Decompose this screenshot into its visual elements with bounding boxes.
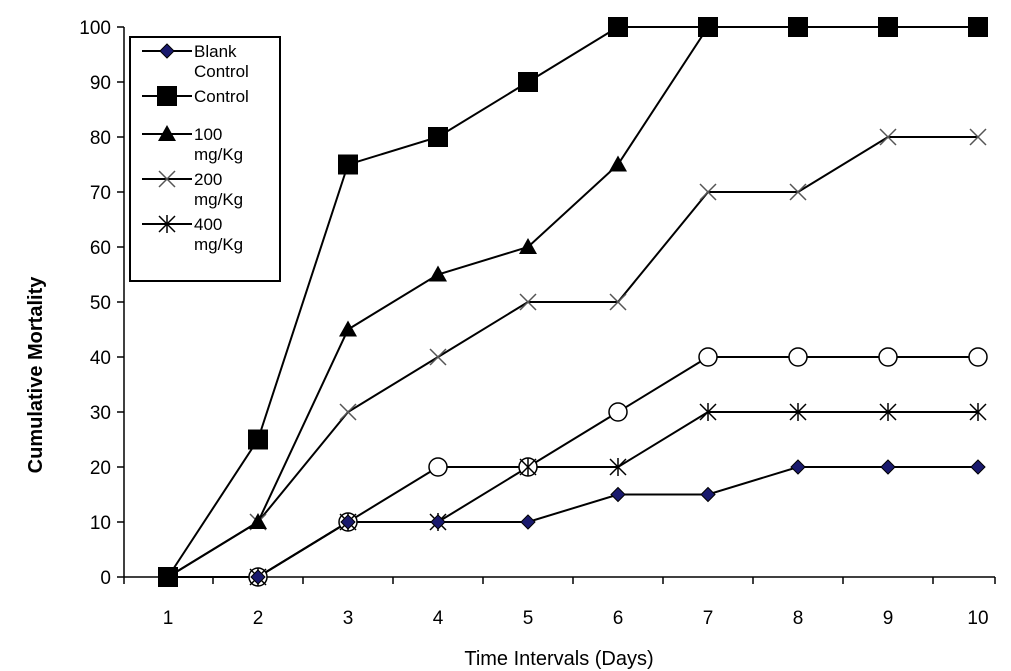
- data-point-triangle: [519, 238, 537, 254]
- data-point-square: [158, 567, 178, 587]
- data-point-x: [429, 348, 447, 366]
- data-point-circle: [788, 347, 808, 367]
- series-line-square: [167, 26, 978, 578]
- data-point-star: [519, 458, 537, 476]
- legend-marker-diamond: [159, 43, 175, 59]
- data-point-x: [519, 293, 537, 311]
- data-point-x: [339, 403, 357, 421]
- data-point-star: [699, 403, 717, 421]
- data-point-square: [608, 17, 628, 37]
- data-point-star: [609, 458, 627, 476]
- data-point-square: [878, 17, 898, 37]
- data-point-diamond: [610, 486, 626, 503]
- data-point-square: [428, 127, 448, 147]
- x-tick-label: 10: [967, 608, 988, 629]
- data-point-circle: [608, 402, 628, 422]
- x-tick-label: 5: [523, 608, 534, 629]
- series-line-x: [167, 136, 978, 578]
- series-line-diamond: [168, 466, 978, 578]
- data-point-x: [699, 183, 717, 201]
- data-point-square: [248, 429, 268, 450]
- legend-label: 100: [194, 125, 222, 144]
- data-point-diamond: [880, 459, 896, 475]
- x-axis-title: Time Intervals (Days): [464, 648, 653, 670]
- y-tick-label: 80: [90, 128, 111, 149]
- legend-label: Control: [194, 87, 249, 106]
- legend-marker-triangle: [158, 125, 176, 141]
- y-tick-label: 20: [90, 458, 111, 479]
- data-point-x: [879, 128, 897, 146]
- data-point-circle: [428, 457, 448, 477]
- data-point-x: [609, 293, 627, 311]
- y-tick-label: 90: [90, 73, 111, 94]
- legend-marker-star: [158, 215, 176, 233]
- data-point-x: [789, 183, 807, 201]
- x-tick-label: 3: [343, 608, 354, 629]
- data-point-square: [698, 17, 718, 37]
- legend-marker-x: [158, 170, 176, 188]
- data-point-triangle: [249, 513, 267, 529]
- legend: BlankControlControl100mg/Kg200mg/Kg400mg…: [129, 36, 281, 282]
- data-point-square: [968, 17, 988, 37]
- legend-label: mg/Kg: [194, 145, 243, 164]
- y-tick-label: 10: [90, 513, 111, 534]
- data-point-diamond: [790, 459, 806, 475]
- y-tick-label: 100: [79, 18, 111, 39]
- data-point-diamond: [700, 486, 716, 503]
- y-tick-label: 0: [100, 568, 111, 589]
- y-tick-label: 50: [90, 293, 111, 314]
- y-tick-label: 60: [90, 238, 111, 259]
- data-point-diamond: [250, 569, 266, 585]
- data-point-star: [969, 403, 987, 421]
- data-point-square: [338, 154, 358, 175]
- data-point-diamond: [520, 514, 536, 530]
- x-tick-label: 9: [883, 608, 894, 629]
- data-point-triangle: [429, 265, 447, 282]
- x-tick-label: 4: [433, 608, 444, 629]
- data-point-triangle: [339, 320, 357, 337]
- legend-marker-square: [157, 86, 177, 106]
- data-point-circle: [878, 347, 898, 367]
- series-layer: [158, 17, 988, 587]
- series-line-star: [168, 411, 978, 578]
- data-point-star: [789, 403, 807, 421]
- y-tick-label: 40: [90, 348, 111, 369]
- data-point-square: [518, 72, 538, 92]
- data-point-circle: [968, 347, 988, 367]
- legend-box: [129, 36, 281, 282]
- legend-label: mg/Kg: [194, 235, 243, 254]
- legend-label: 400: [194, 215, 222, 234]
- y-axis-title: Cumulative Mortality: [25, 276, 47, 474]
- y-tick-label: 70: [90, 183, 111, 204]
- axes-layer: 0 10 20 30 40 50 60 70 80 90 100 1 2 3 4 5 6 7 8 9 10: [79, 18, 996, 629]
- legend-label: Blank: [194, 42, 237, 61]
- data-point-circle: [698, 347, 718, 367]
- data-point-square: [788, 17, 808, 37]
- legend-label: mg/Kg: [194, 190, 243, 209]
- data-point-diamond: [340, 514, 356, 530]
- data-point-x: [969, 128, 987, 146]
- y-tick-label: 30: [90, 403, 111, 424]
- legend-label: 200: [194, 170, 222, 189]
- x-tick-label: 6: [613, 608, 624, 629]
- data-point-star: [879, 403, 897, 421]
- legend-label: Control: [194, 62, 249, 81]
- x-tick-label: 2: [253, 608, 264, 629]
- data-point-triangle: [609, 155, 627, 172]
- data-point-diamond: [970, 459, 986, 475]
- x-tick-label: 1: [163, 608, 174, 629]
- data-point-diamond: [430, 514, 446, 530]
- x-tick-label: 7: [703, 608, 714, 629]
- x-tick-label: 8: [793, 608, 804, 629]
